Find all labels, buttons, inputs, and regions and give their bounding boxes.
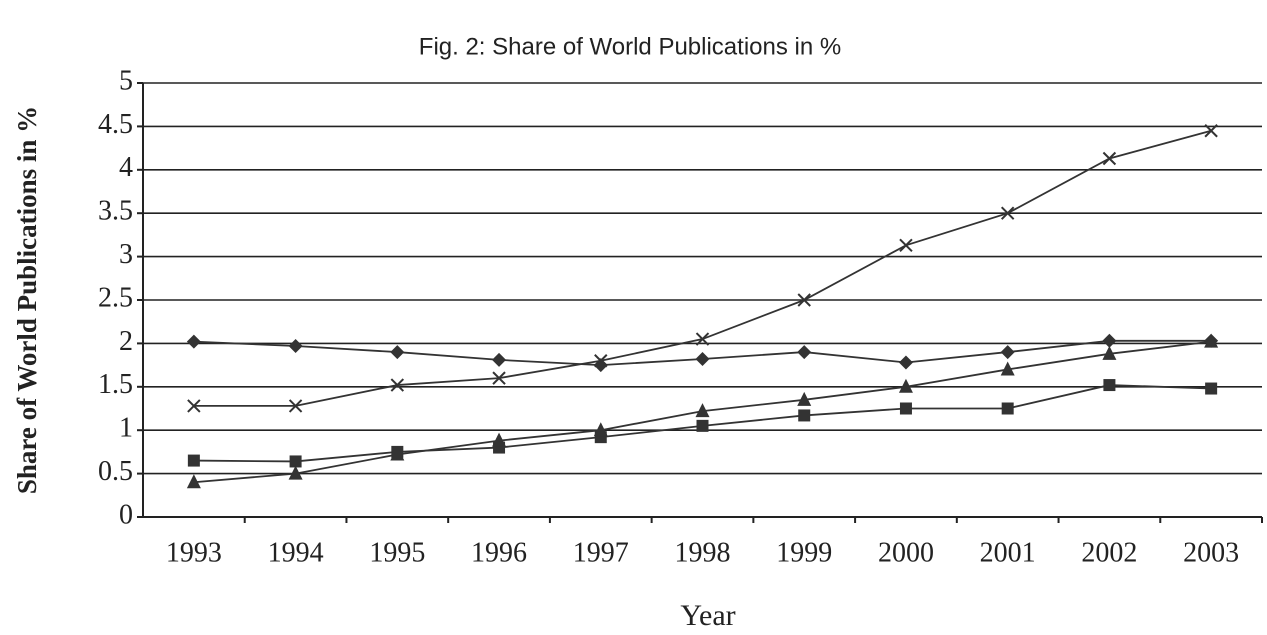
marker — [288, 399, 303, 413]
marker — [797, 391, 812, 406]
marker — [492, 432, 507, 447]
marker — [186, 474, 201, 489]
marker — [594, 354, 608, 368]
marker — [492, 371, 506, 385]
marker — [187, 454, 200, 467]
marker — [899, 238, 913, 253]
y-tick-label: 2.5 — [98, 282, 133, 313]
marker — [899, 402, 912, 415]
x-tick-label: 2001 — [980, 537, 1036, 568]
marker — [695, 332, 710, 346]
x-tick-label: 1997 — [573, 537, 629, 568]
marker — [1102, 333, 1117, 348]
y-tick-label: 1.5 — [98, 369, 133, 400]
marker — [1102, 345, 1117, 360]
marker — [1102, 151, 1117, 166]
marker — [1204, 333, 1219, 348]
y-tick-label: 1 — [119, 413, 133, 444]
marker — [390, 345, 405, 360]
marker — [390, 378, 405, 392]
y-tick-label: 0 — [119, 499, 133, 530]
marker — [288, 465, 303, 480]
x-tick-label: 2003 — [1183, 537, 1239, 568]
x-tick-label: 1998 — [675, 537, 731, 568]
x-tick-label: 1993 — [166, 537, 222, 568]
marker — [186, 334, 201, 349]
marker — [288, 339, 303, 354]
x-tick-label: 2000 — [878, 537, 934, 568]
chart-title: Fig. 2: Share of World Publications in % — [419, 33, 841, 60]
x-tick-label: 1996 — [471, 537, 527, 568]
marker — [1001, 402, 1014, 415]
x-tick-label: 1994 — [268, 537, 324, 568]
x-axis-label: Year — [680, 599, 735, 632]
y-axis-label: Share of World Publications in % — [12, 106, 42, 494]
marker — [187, 399, 201, 413]
x-tick-label: 2002 — [1081, 537, 1137, 568]
marker — [797, 345, 812, 360]
marker — [492, 352, 507, 367]
marker — [898, 378, 913, 393]
marker — [593, 422, 608, 437]
x-tick-label: 1995 — [369, 537, 425, 568]
marker — [1000, 361, 1015, 376]
marker — [1205, 382, 1218, 395]
marker — [695, 352, 710, 367]
marker — [1204, 124, 1218, 138]
y-tick-label: 5 — [119, 65, 133, 96]
marker — [798, 409, 811, 422]
y-tick-label: 2 — [119, 326, 133, 357]
marker — [695, 403, 710, 418]
marker — [390, 446, 405, 461]
marker — [898, 355, 913, 370]
marker — [1000, 206, 1015, 220]
marker — [797, 293, 811, 307]
x-tick-label: 1999 — [776, 537, 832, 568]
y-tick-label: 3.5 — [98, 196, 133, 227]
y-tick-label: 4.5 — [98, 109, 133, 140]
marker — [696, 419, 709, 432]
marker — [1103, 379, 1116, 392]
marker — [289, 455, 302, 468]
y-tick-label: 4 — [119, 152, 133, 183]
y-tick-label: 0.5 — [98, 456, 133, 487]
marker — [1000, 345, 1015, 360]
y-tick-label: 3 — [119, 239, 133, 270]
